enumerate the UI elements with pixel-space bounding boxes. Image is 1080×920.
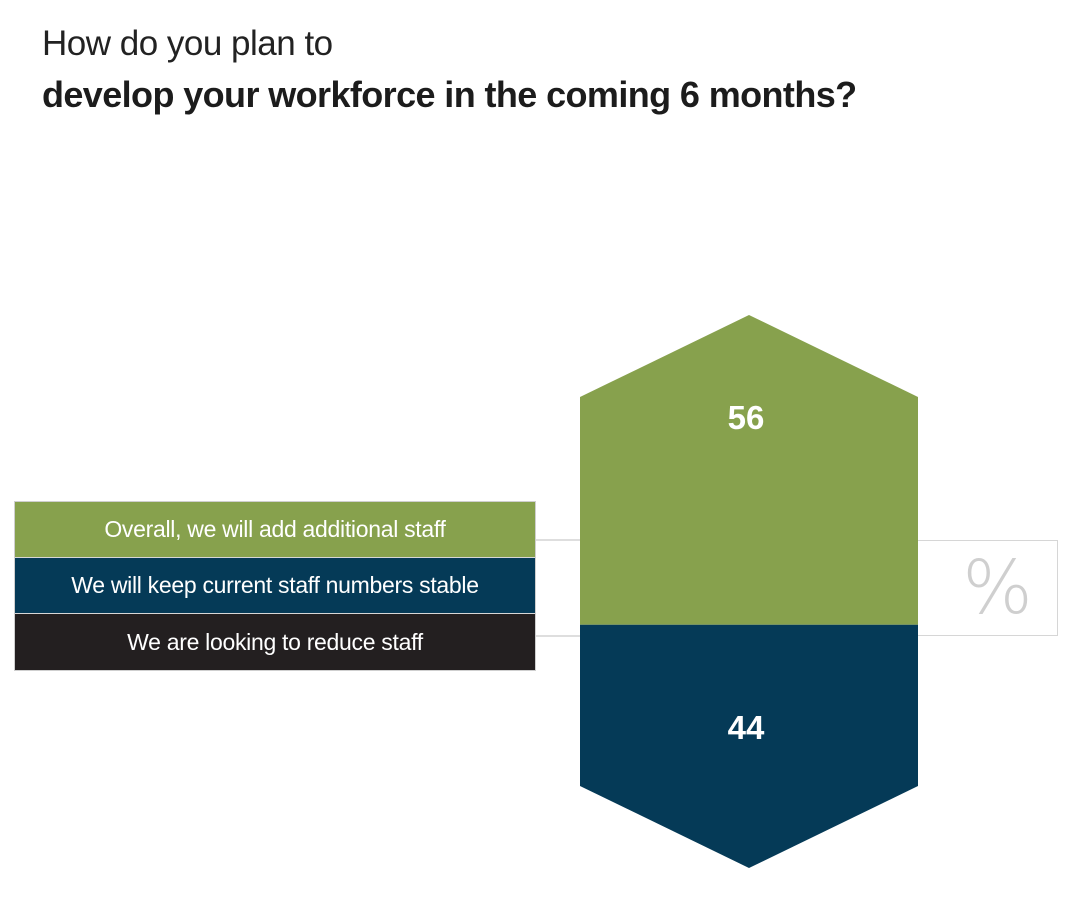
legend: Overall, we will add additional staff We…	[14, 501, 536, 671]
hexagon-segments	[580, 315, 918, 868]
legend-item-add-staff: Overall, we will add additional staff	[15, 502, 535, 558]
value-label-0: 56	[728, 399, 765, 436]
chart-title-line-1: How do you plan to	[42, 24, 333, 63]
legend-item-keep-stable: We will keep current staff numbers stabl…	[15, 558, 535, 614]
hexagon-segment-0	[580, 315, 918, 625]
percent-unit-label: %	[962, 545, 1033, 631]
hexagon-segment-1	[580, 624, 918, 868]
value-label-1: 44	[728, 709, 765, 746]
legend-label-reduce-staff: We are looking to reduce staff	[127, 628, 423, 655]
legend-item-reduce-staff: We are looking to reduce staff	[15, 614, 535, 670]
value-labels: 56 44	[728, 399, 765, 746]
legend-label-add-staff: Overall, we will add additional staff	[104, 516, 446, 542]
legend-label-keep-stable: We will keep current staff numbers stabl…	[71, 572, 479, 598]
unit-box: %	[918, 540, 1058, 636]
chart-title-line-2: develop your workforce in the coming 6 m…	[42, 74, 857, 115]
legend-connectors	[536, 539, 580, 637]
